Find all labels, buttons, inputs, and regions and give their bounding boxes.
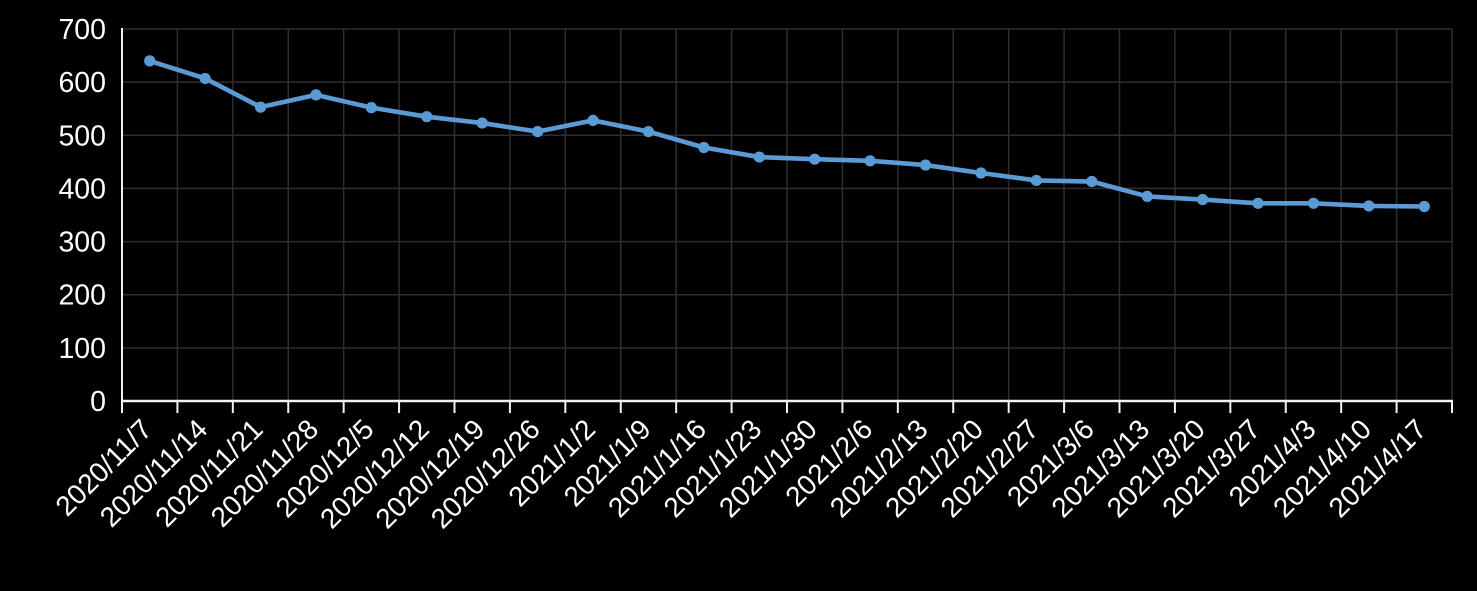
data-point-marker [809,153,821,165]
data-point-marker [254,101,267,113]
data-point-marker [1197,193,1209,206]
data-point-marker [919,159,932,171]
series-line [147,58,1427,209]
data-point-marker [144,55,156,67]
data-point-marker [698,141,710,154]
data-point-marker [1030,174,1042,187]
y-tick-label: 600 [58,67,106,99]
y-tick-label: 0 [90,386,106,418]
y-tick-label: 100 [58,333,106,365]
data-point-marker [421,111,433,123]
data-point-marker [199,72,211,85]
data-point-marker [975,167,987,179]
data-point-marker [310,89,322,101]
data-point-marker [1307,197,1320,209]
data-point-marker [642,125,655,138]
data-point-marker [532,125,544,138]
data-point-marker [587,114,599,127]
y-tick-label: 300 [58,227,106,259]
data-point-marker [1141,190,1153,202]
data-point-marker [1086,175,1098,188]
y-tick-label: 700 [58,14,106,46]
data-point-marker [476,117,488,129]
y-tick-label: 500 [58,120,106,152]
data-point-marker [1252,197,1264,209]
data-point-marker [1418,200,1430,213]
data-point-marker [1363,200,1375,212]
y-tick-label: 400 [58,173,106,205]
y-tick-label: 200 [58,280,106,312]
data-point-marker [864,155,876,167]
data-point-marker [753,151,765,163]
data-point-marker [365,102,377,114]
